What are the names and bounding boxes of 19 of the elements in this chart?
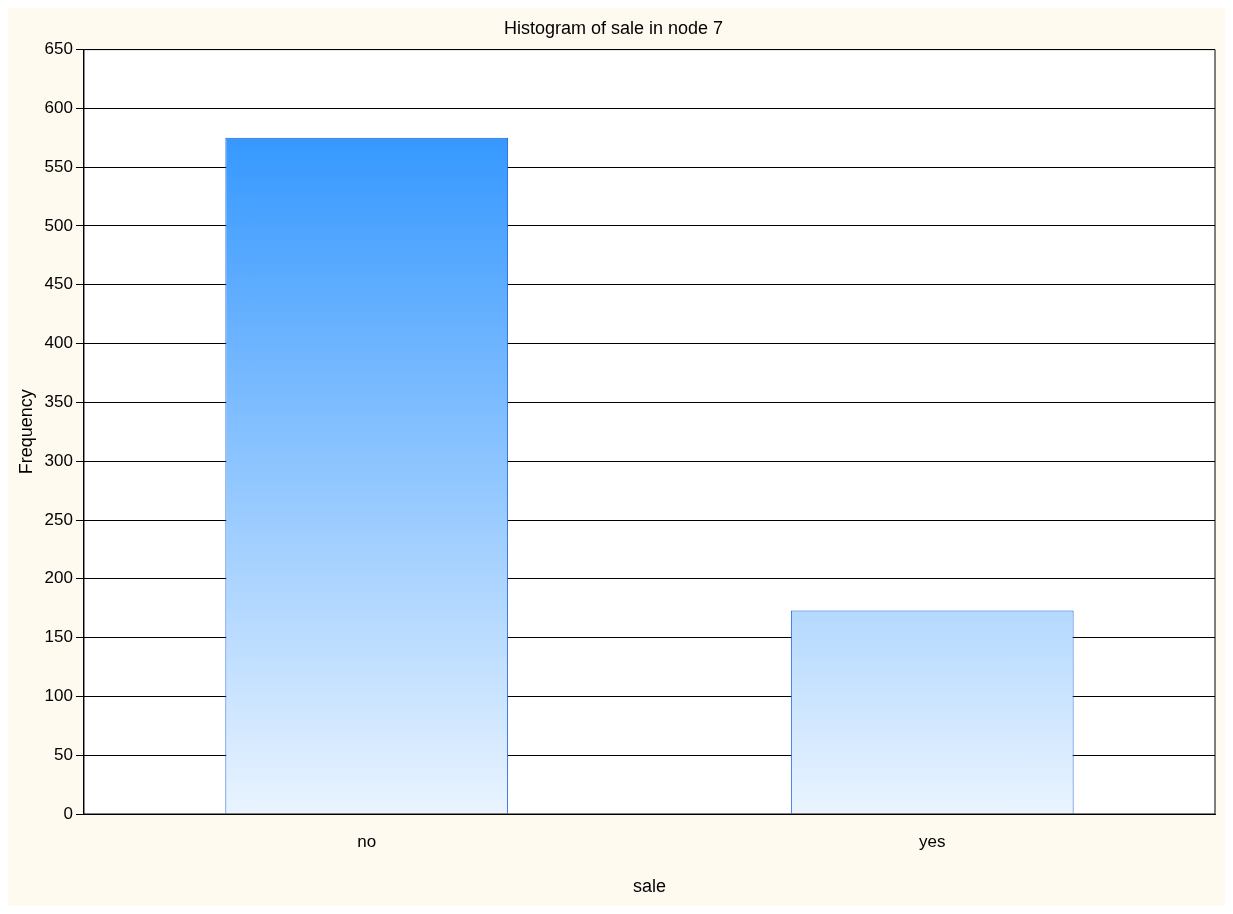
y-tick-label: 150 [44,627,73,647]
x-tick-label: yes [919,831,946,851]
y-tick-label: 100 [44,686,73,706]
y-tick-label: 650 [44,39,73,59]
y-tick-label: 0 [63,803,73,823]
x-axis-title: sale [632,876,666,897]
y-tick-label: 50 [54,744,73,764]
chart-title: Histogram of sale in node 7 [503,17,724,38]
y-tick-label: 350 [44,392,73,412]
y-tick-label: 250 [44,509,73,529]
y-tick-label: 200 [44,568,73,588]
y-axis-title: Frequency [15,389,36,475]
y-tick-label: 500 [44,215,73,235]
y-tick-label: 550 [44,156,73,176]
x-tick-label: no [357,831,377,851]
y-tick-label: 400 [44,333,73,353]
y-tick-label: 450 [44,274,73,294]
y-tick-label: 600 [44,98,73,118]
y-tick-label: 300 [44,450,73,470]
